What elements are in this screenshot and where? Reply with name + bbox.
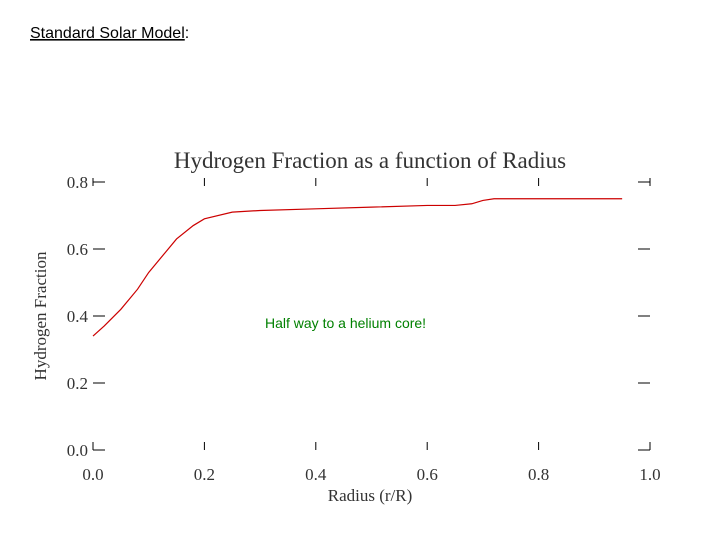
- x-axis-label: Radius (r/R): [328, 486, 413, 505]
- x-tick-label: 1.0: [639, 465, 660, 484]
- data-line: [92, 198, 623, 337]
- x-tick-label: 0.6: [417, 465, 438, 484]
- y-tick-label: 0.2: [67, 374, 88, 393]
- y-tick-label: 0.8: [67, 173, 88, 192]
- y-tick-label: 0.4: [67, 307, 89, 326]
- slide-title: Standard Solar Model:: [30, 25, 189, 42]
- slide-title-suffix: :: [185, 25, 189, 42]
- x-tick-label: 0.2: [194, 465, 215, 484]
- y-tick-label: 0.6: [67, 240, 88, 259]
- y-axis-label: Hydrogen Fraction: [31, 251, 50, 380]
- x-tick-label: 0.4: [305, 465, 327, 484]
- y-tick-label: 0.0: [67, 441, 88, 460]
- annotation: Half way to a helium core!: [265, 315, 426, 331]
- slide-title-text: Standard Solar Model: [30, 25, 185, 42]
- chart-title: Hydrogen Fraction as a function of Radiu…: [174, 148, 566, 173]
- x-tick-label: 0.0: [82, 465, 103, 484]
- x-tick-label: 0.8: [528, 465, 549, 484]
